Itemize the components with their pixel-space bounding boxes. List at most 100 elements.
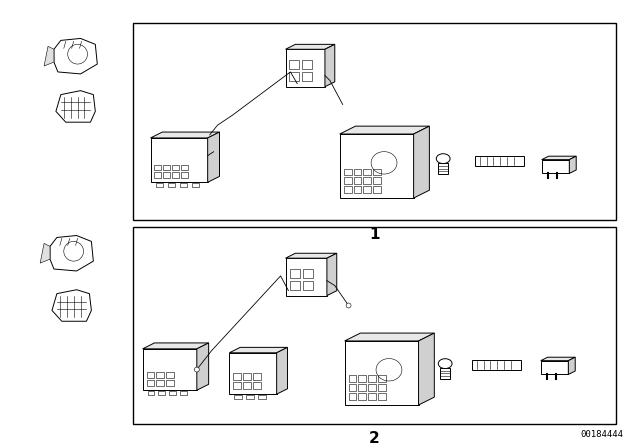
Bar	[472, 360, 521, 370]
Bar	[373, 186, 381, 193]
Polygon shape	[285, 44, 335, 49]
Polygon shape	[143, 343, 209, 349]
Bar	[344, 186, 351, 193]
Polygon shape	[40, 243, 50, 263]
Bar	[368, 375, 376, 382]
Polygon shape	[541, 159, 570, 173]
Polygon shape	[340, 126, 429, 134]
Polygon shape	[541, 361, 568, 375]
Polygon shape	[285, 253, 337, 258]
Bar	[291, 281, 300, 290]
Bar	[368, 384, 376, 391]
Bar	[289, 72, 300, 81]
Bar	[378, 393, 386, 400]
Bar	[169, 391, 176, 395]
Polygon shape	[52, 290, 92, 321]
Bar	[349, 384, 356, 391]
Bar	[364, 168, 371, 176]
Bar	[358, 384, 366, 391]
Bar	[378, 384, 386, 391]
Bar	[291, 269, 300, 278]
Bar	[132, 23, 616, 220]
Polygon shape	[344, 341, 419, 405]
Bar	[181, 172, 188, 178]
Bar	[358, 393, 366, 400]
Polygon shape	[54, 39, 97, 74]
Bar	[172, 172, 179, 178]
Polygon shape	[197, 343, 209, 390]
Bar	[344, 168, 351, 176]
Polygon shape	[344, 333, 435, 341]
Bar	[181, 164, 188, 171]
Bar	[180, 183, 187, 187]
Bar	[156, 380, 164, 386]
Bar	[156, 183, 163, 187]
Bar	[349, 393, 356, 400]
Polygon shape	[340, 134, 413, 198]
Polygon shape	[568, 357, 575, 375]
Bar	[373, 168, 381, 176]
Bar	[353, 186, 362, 193]
Bar	[234, 382, 241, 389]
Bar	[180, 391, 187, 395]
Circle shape	[195, 367, 199, 372]
Bar	[253, 374, 261, 380]
Bar	[192, 183, 199, 187]
Bar	[302, 72, 312, 81]
Polygon shape	[285, 49, 325, 87]
Polygon shape	[50, 236, 93, 271]
Bar	[154, 164, 161, 171]
Bar	[243, 382, 251, 389]
Text: 1: 1	[369, 227, 380, 241]
Bar	[303, 269, 313, 278]
Polygon shape	[143, 349, 197, 390]
Polygon shape	[276, 347, 287, 394]
Bar	[147, 372, 154, 379]
Polygon shape	[44, 46, 54, 66]
Bar	[353, 168, 362, 176]
Bar	[158, 391, 165, 395]
Bar	[438, 163, 448, 174]
Polygon shape	[327, 253, 337, 296]
Polygon shape	[325, 44, 335, 87]
Polygon shape	[285, 258, 327, 296]
Bar	[132, 227, 616, 424]
Bar	[349, 375, 356, 382]
Bar	[358, 375, 366, 382]
Polygon shape	[541, 156, 576, 159]
Bar	[246, 395, 254, 399]
Bar	[364, 186, 371, 193]
Bar	[368, 393, 376, 400]
Bar	[148, 391, 154, 395]
Bar	[147, 380, 154, 386]
Polygon shape	[150, 132, 220, 138]
Bar	[353, 177, 362, 184]
Bar	[166, 372, 174, 379]
Bar	[440, 367, 450, 379]
Bar	[154, 172, 161, 178]
Bar	[289, 60, 300, 69]
Bar	[172, 164, 179, 171]
Bar	[364, 177, 371, 184]
Polygon shape	[229, 353, 276, 394]
Bar	[344, 177, 351, 184]
Bar	[234, 395, 242, 399]
Bar	[163, 164, 170, 171]
Polygon shape	[419, 333, 435, 405]
Bar	[243, 374, 251, 380]
Polygon shape	[150, 138, 207, 182]
Polygon shape	[207, 132, 220, 182]
Polygon shape	[541, 357, 575, 361]
Polygon shape	[56, 90, 95, 122]
Ellipse shape	[436, 154, 450, 164]
Bar	[166, 380, 174, 386]
Text: 00184444: 00184444	[580, 430, 623, 439]
Bar	[302, 60, 312, 69]
Polygon shape	[229, 347, 287, 353]
Bar	[303, 281, 313, 290]
Ellipse shape	[438, 359, 452, 369]
Bar	[378, 375, 386, 382]
Bar	[373, 177, 381, 184]
Polygon shape	[413, 126, 429, 198]
Polygon shape	[570, 156, 576, 173]
